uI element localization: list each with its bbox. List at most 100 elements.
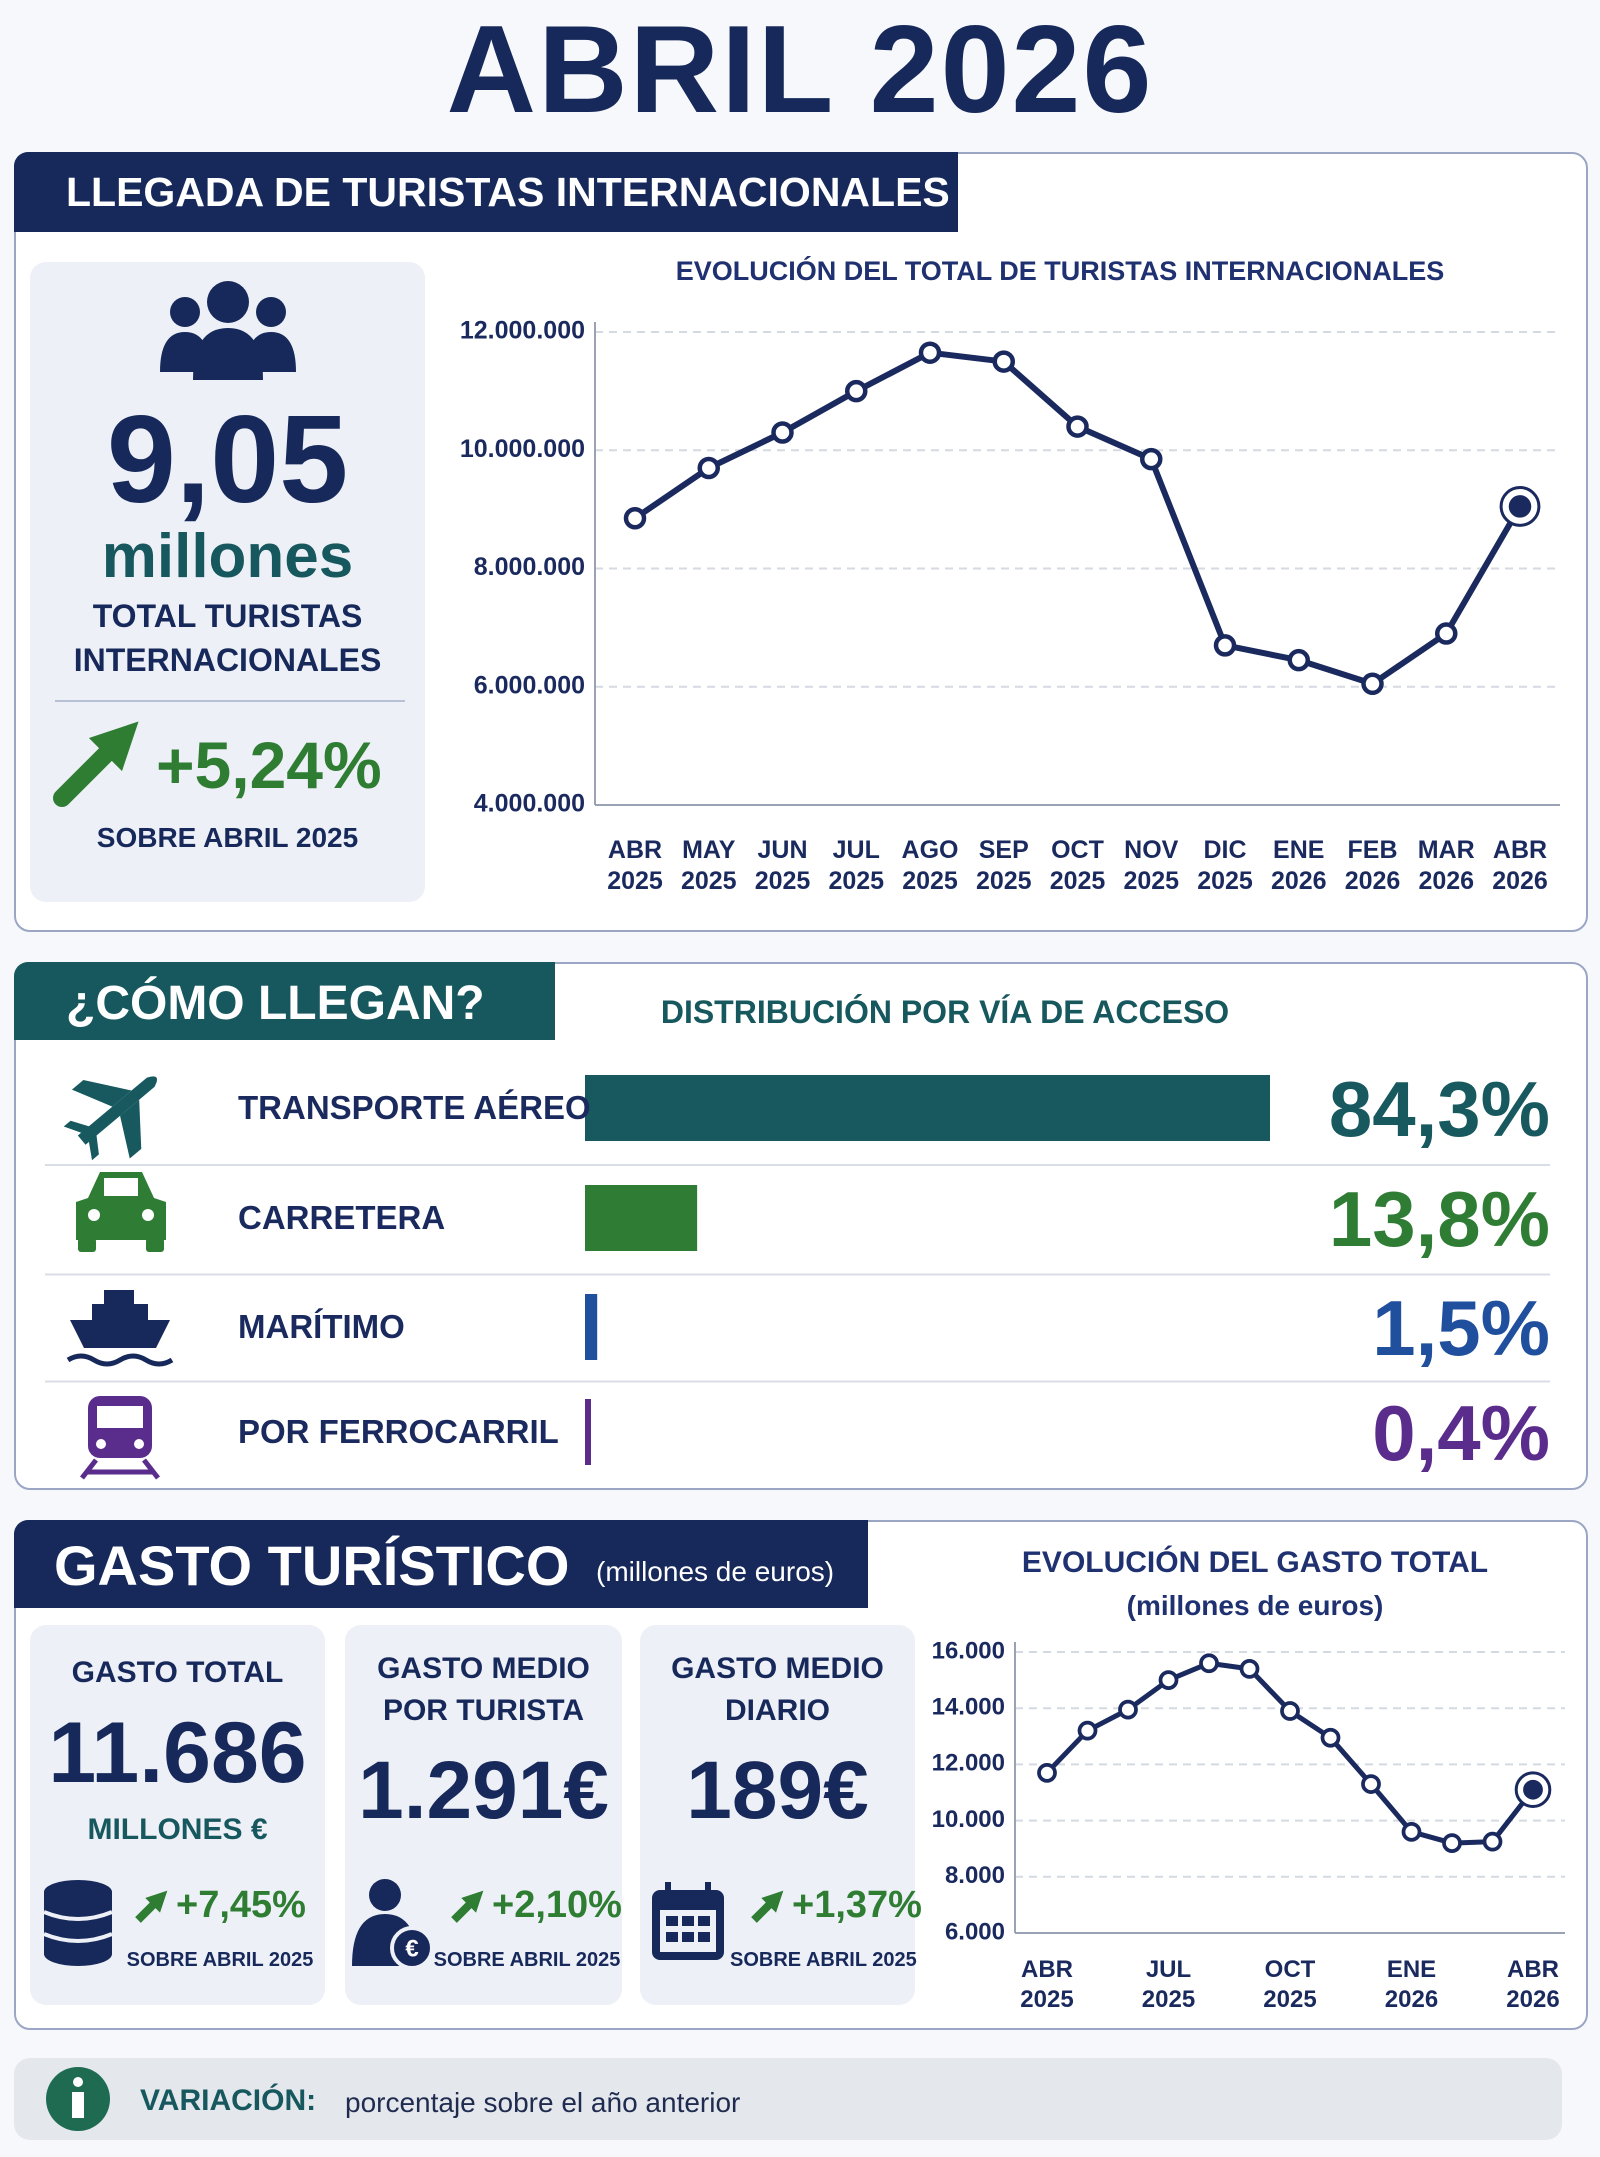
point (1320, 1727, 1341, 1748)
y-tick-label: 6.000 (945, 1918, 1005, 1945)
point (1213, 634, 1237, 657)
arrivals-change-note: SOBRE ABRIL 2025 (96, 822, 359, 853)
x-tick-label: ENE 2026 (1270, 836, 1327, 895)
arrivals-unit: millones (101, 522, 354, 591)
line (1045, 1660, 1535, 1846)
x-tick-label: ENE 2026 (1384, 1956, 1439, 2013)
point (1118, 1699, 1138, 1720)
y-tick-label: 12.000 (932, 1750, 1005, 1777)
bar (585, 1399, 591, 1465)
category-label: TRANSPORTE AÉREO (238, 1089, 591, 1126)
up-arrow-icon (751, 1890, 784, 1923)
point (1442, 1833, 1462, 1853)
bar (585, 1075, 1270, 1141)
info-icon (46, 2067, 110, 2131)
category-label: MARÍTIMO (238, 1308, 405, 1345)
y-tick-label: 16.000 (932, 1637, 1005, 1664)
point (992, 350, 1015, 373)
point (1401, 1821, 1422, 1842)
y-tick-label: 8.000.000 (474, 553, 585, 581)
point (1361, 672, 1384, 696)
bar (585, 1185, 698, 1251)
up-arrow-icon (135, 1890, 168, 1923)
x-tick-label: OCT 2025 (1263, 1956, 1317, 2013)
y-tick-label: 8.000 (945, 1862, 1005, 1889)
access-header-tab (14, 962, 555, 1040)
y-tick-label: 14.000 (932, 1694, 1005, 1721)
x-tick-label: NOV 2025 (1123, 836, 1180, 895)
value-label: 0,4% (1372, 1389, 1550, 1477)
card-change-note: SOBRE ABRIL 2025 (730, 1949, 917, 1971)
y-tick-label: 4.000.000 (474, 790, 585, 818)
point (918, 341, 942, 364)
point (1482, 1831, 1503, 1852)
ship-icon (66, 1290, 174, 1367)
footer (14, 2058, 1562, 2140)
point (1037, 1762, 1057, 1783)
car-icon (76, 1172, 166, 1252)
point (1435, 622, 1458, 645)
card-unit: MILLONES € (87, 1813, 268, 1846)
value-label: 13,8% (1328, 1175, 1550, 1263)
people-icon (160, 281, 296, 380)
x-tick-label: AGO 2025 (901, 836, 959, 895)
y-tick-label: 6.000.000 (474, 671, 585, 699)
card-change: +7,45% (176, 1884, 306, 1926)
spending-header-tab (14, 1520, 868, 1608)
spending-header: GASTO TURÍSTICO (54, 1534, 570, 1597)
point (771, 421, 794, 444)
point (1158, 1670, 1179, 1690)
point (1239, 1658, 1260, 1679)
point (1066, 415, 1089, 438)
x-tick-label: DIC 2025 (1197, 836, 1253, 895)
point (697, 456, 720, 480)
page-title: ABRIL 2026 (446, 1, 1154, 139)
up-arrow-icon (451, 1890, 484, 1923)
y-tick-label: 10.000 (932, 1806, 1005, 1833)
y-tick-label: 12.000.000 (460, 317, 585, 345)
chart-subtitle: (millones de euros) (1126, 1590, 1384, 1621)
card-change-note: SOBRE ABRIL 2025 (126, 1949, 314, 1971)
calendar-icon (652, 1882, 724, 1960)
x-tick-label: JUN 2025 (754, 836, 811, 895)
train-icon (80, 1396, 160, 1480)
card-change-note: SOBRE ABRIL 2025 (433, 1949, 621, 1971)
tourist-euro-icon: € (352, 1879, 434, 1970)
value-label: 84,3% (1328, 1065, 1550, 1153)
plane-icon (63, 1076, 157, 1161)
arrivals-value: 9,05 (106, 391, 349, 529)
x-tick-label: MAR 2026 (1417, 836, 1475, 895)
svg-text:€: € (405, 1935, 418, 1962)
x-tick-label: ABR 2026 (1492, 836, 1548, 895)
point (845, 379, 868, 403)
arrivals-header: LLEGADA DE TURISTAS INTERNACIONALES (66, 169, 950, 215)
point (1280, 1701, 1300, 1721)
card-label: GASTO MEDIO DIARIO (671, 1652, 884, 1727)
point (1199, 1653, 1219, 1674)
point (1523, 1779, 1543, 1800)
x-tick-label: JUL 2025 (828, 836, 885, 895)
access-section (14, 962, 1588, 1490)
line (633, 349, 1523, 687)
card-value: 189€ (686, 1745, 869, 1836)
chart-title: EVOLUCIÓN DEL TOTAL DE TURISTAS INTERNAC… (675, 256, 1445, 286)
divider (55, 700, 405, 702)
card-label: GASTO TOTAL (71, 1656, 284, 1689)
x-tick-label: OCT 2025 (1049, 836, 1106, 895)
access-header: ¿CÓMO LLEGAN? (66, 977, 485, 1030)
card-value: 11.686 (48, 1705, 307, 1801)
chart-title: DISTRIBUCIÓN POR VÍA DE ACCESO (660, 994, 1230, 1030)
category-label: POR FERROCARRIL (238, 1413, 559, 1450)
card-change: +2,10% (492, 1884, 622, 1926)
footer-text: porcentaje sobre el año anterior (345, 2087, 741, 2118)
footer-label: VARIACIÓN: (140, 2084, 317, 2117)
point (623, 506, 647, 530)
x-tick-label: ABR 2025 (607, 836, 663, 895)
x-tick-label: ABR 2026 (1506, 1956, 1560, 2013)
card-value: 1.291€ (358, 1745, 609, 1836)
x-tick-label: JUL 2025 (1141, 1956, 1196, 2013)
card-label: GASTO MEDIO POR TURISTA (377, 1652, 590, 1727)
arrivals-header-tab (14, 152, 958, 232)
